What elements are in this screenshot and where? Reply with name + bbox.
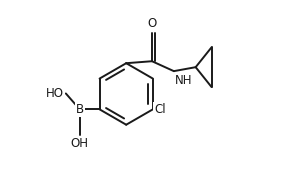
Text: B: B [76,103,84,116]
Text: Cl: Cl [155,103,166,116]
Text: OH: OH [71,137,89,150]
Text: HO: HO [46,87,64,100]
Text: O: O [147,17,157,30]
Text: NH: NH [175,74,192,87]
